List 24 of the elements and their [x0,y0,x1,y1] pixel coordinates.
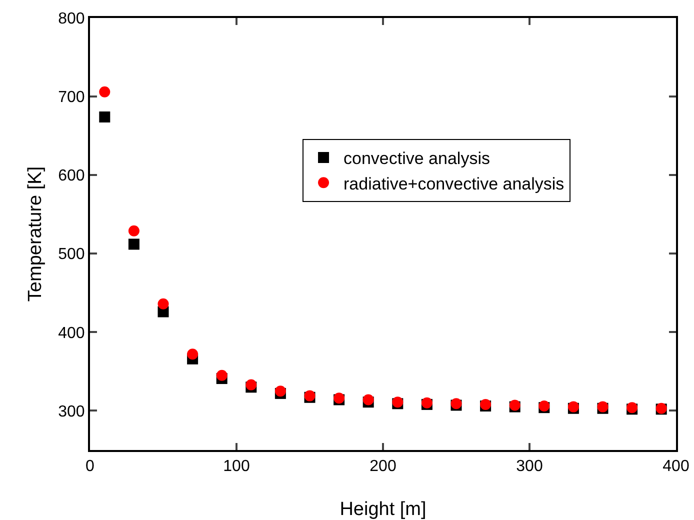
point [246,379,257,390]
point [362,394,374,406]
x-tick-label: 0 [86,458,95,476]
legend-label: radiative+convective analysis [344,174,564,194]
x-tick-label: 200 [370,458,396,476]
point [128,225,140,236]
point [99,111,110,122]
y-tick-label: 300 [58,403,85,420]
point [216,370,228,381]
x-tick-label: 400 [662,458,690,476]
point [158,298,169,310]
point [187,348,198,360]
x-axis-title: Height [m] [340,499,426,520]
legend-label: convective analysis [344,149,490,168]
y-tick-label: 600 [58,168,85,185]
y-axis-title: Temperature [K] [25,166,46,302]
x-tick-label: 100 [223,458,250,476]
y-tick-label: 800 [58,10,85,28]
y-tick-label: 500 [58,246,85,264]
y-tick-label: 400 [58,324,85,342]
y-tick-label: 700 [58,89,85,106]
point [99,86,110,98]
point [128,238,140,250]
x-tick-label: 300 [516,458,543,476]
